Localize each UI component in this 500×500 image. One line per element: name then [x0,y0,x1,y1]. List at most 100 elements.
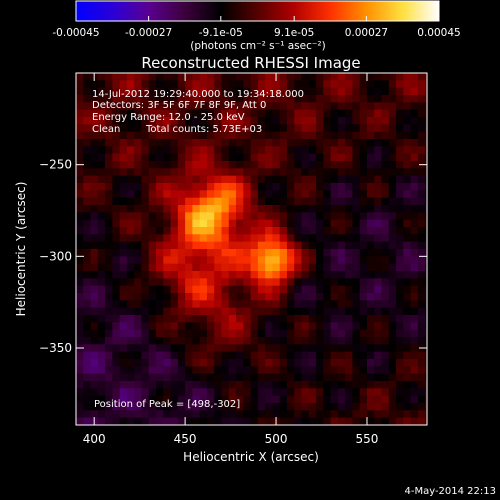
heatmap-cell [286,337,295,345]
heatmap-cell [374,153,383,162]
heatmap-cell [199,337,208,345]
heatmap-cell [112,307,121,316]
heatmap-cell [279,388,288,397]
heatmap-cell [308,249,317,257]
heatmap-cell [345,73,354,81]
heatmap-cell [214,337,223,345]
heatmap-cell [352,359,361,367]
annotation-method: Clean [92,124,120,135]
heatmap-cell [316,381,324,389]
heatmap-cell [76,315,84,323]
heatmap-cell [388,117,397,125]
heatmap-cell [403,322,412,331]
heatmap-cell [250,219,259,228]
heatmap-cell [206,197,215,206]
heatmap-cell [323,271,332,279]
heatmap-cell [141,175,150,184]
heatmap-cell [141,403,150,411]
heatmap-cell [199,271,208,279]
heatmap-cell [388,102,397,111]
heatmap-cell [352,351,361,360]
heatmap-cell [301,395,310,404]
heatmap-cell [337,249,346,257]
heatmap-cell [221,87,230,96]
heatmap-cell [148,249,157,257]
heatmap-cell [141,366,150,375]
heatmap-cell [345,256,354,265]
heatmap-cell [265,263,274,272]
heatmap-cell [257,153,266,162]
heatmap-cell [257,329,266,338]
heatmap-cell [90,205,99,213]
heatmap-cell [90,234,99,243]
heatmap-cell [170,300,179,309]
heatmap-cell [134,315,143,323]
heatmap-cell [163,131,172,140]
heatmap-cell [345,329,354,338]
heatmap-cell [206,366,215,375]
heatmap-cell [163,168,172,177]
heatmap-cell [185,183,193,191]
heatmap-cell [170,73,179,81]
heatmap-cell [381,263,390,272]
heatmap-cell [221,417,230,425]
heatmap-cell [134,359,143,367]
heatmap-cell [192,366,201,375]
heatmap-cell [279,131,288,140]
heatmap-cell [301,197,310,206]
heatmap-cell [250,403,259,411]
heatmap-cell [206,359,215,367]
heatmap-cell [323,425,331,433]
heatmap-cell [177,359,186,367]
heatmap-cell [265,256,274,265]
heatmap-cell [381,359,390,367]
heatmap-cell [272,146,281,155]
heatmap-cell [228,329,237,338]
heatmap-cell [294,300,303,309]
heatmap-cell [141,417,150,425]
heatmap-cell [396,403,404,411]
heatmap-cell [221,366,230,375]
heatmap-cell [119,410,128,419]
heatmap-cell [243,124,252,133]
heatmap-cell [228,124,237,133]
heatmap-cell [425,278,427,287]
heatmap-cell [206,249,215,257]
heatmap-cell [352,80,361,89]
heatmap-cell [170,417,179,425]
heatmap-cell [83,285,92,294]
heatmap-cell [243,241,252,250]
heatmap-cell [352,234,361,243]
heatmap-cell [323,109,332,118]
heatmap-cell [388,307,397,316]
heatmap-cell [359,109,368,118]
heatmap-cell [185,241,193,250]
heatmap-cell [206,227,215,235]
heatmap-cell [272,87,281,96]
heatmap-cell [83,183,92,191]
heatmap-cell [192,219,201,228]
heatmap-cell [265,117,274,125]
heatmap-cell [374,73,383,81]
heatmap-cell [148,403,157,411]
heatmap-cell [323,241,332,250]
heatmap-cell [105,337,113,345]
heatmap-cell [308,197,317,206]
heatmap-cell [388,73,397,81]
heatmap-cell [301,410,310,419]
heatmap-cell [301,359,310,367]
heatmap-cell [366,329,375,338]
heatmap-cell [221,168,230,177]
heatmap-cell [90,109,99,118]
heatmap-cell [228,256,237,265]
heatmap-cell [177,161,186,169]
heatmap-cell [119,351,128,360]
heatmap-cell [163,212,172,221]
heatmap-cell [185,219,193,228]
heatmap-cell [352,219,361,228]
heatmap-cell [366,109,375,118]
heatmap-cell [170,190,179,199]
heatmap-cell [366,278,375,287]
heatmap-cell [134,373,143,382]
heatmap-cell [294,219,303,228]
